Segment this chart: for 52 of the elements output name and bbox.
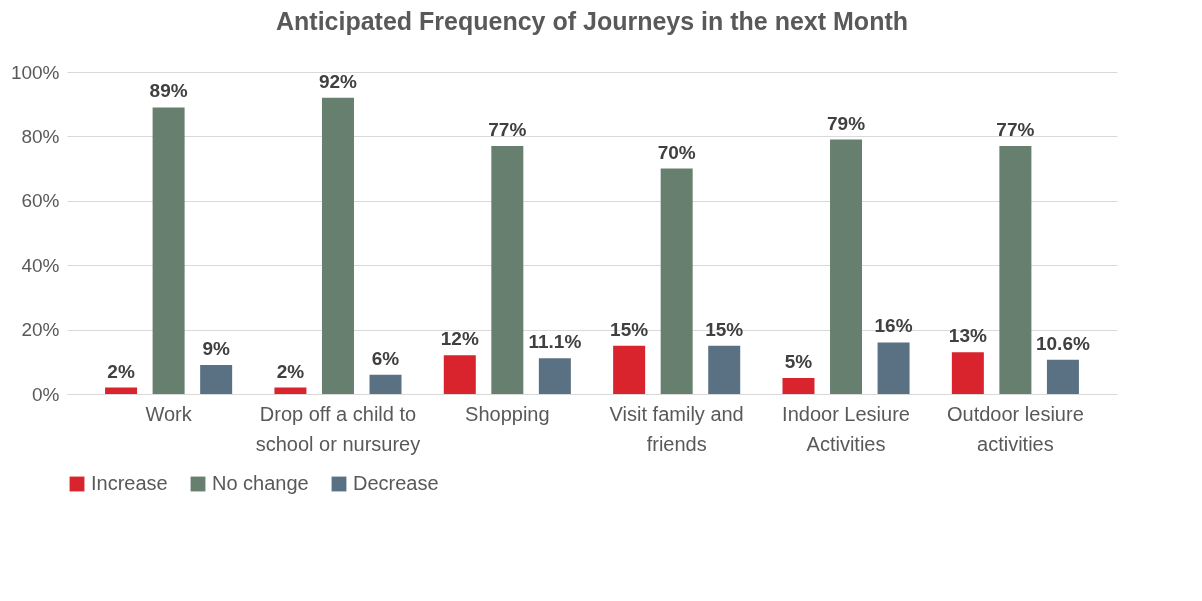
data-label: 11.1% <box>528 331 582 353</box>
bar <box>1046 359 1079 394</box>
bar <box>613 345 646 394</box>
bar <box>443 355 476 394</box>
data-label: 89% <box>149 80 188 102</box>
data-label: 12% <box>440 328 479 350</box>
bar <box>999 146 1032 394</box>
bar <box>200 365 233 394</box>
data-label: 92% <box>318 70 358 92</box>
chart-title: Anticipated Frequency of Journeys in the next Month <box>275 7 909 35</box>
bar <box>105 387 138 394</box>
y-tick-label: 20% <box>21 319 60 341</box>
data-label: 5% <box>784 350 813 372</box>
data-label: 2% <box>107 360 135 382</box>
legend-label: Decrease <box>353 472 439 494</box>
y-tick-label: 80% <box>21 125 60 147</box>
x-tick-label: Drop off a child to school or nursurey <box>255 402 421 455</box>
bar <box>877 342 910 394</box>
bar <box>274 387 307 394</box>
bar <box>830 139 863 394</box>
bar <box>708 345 741 394</box>
data-label: 16% <box>874 315 913 337</box>
bar <box>538 358 571 394</box>
x-tick-label: Outdoor lesiure activities <box>947 402 1084 455</box>
y-tick-label: 0% <box>32 383 60 405</box>
data-label: 13% <box>948 325 987 347</box>
data-label: 77% <box>488 119 527 141</box>
bar <box>951 352 984 394</box>
data-label: 10.6% <box>1035 332 1090 354</box>
data-label: 15% <box>705 318 744 340</box>
x-tick-label: Visit family and friends <box>609 402 744 455</box>
legend-label: Increase <box>91 472 168 494</box>
bar <box>369 374 402 394</box>
data-label: 79% <box>827 112 866 134</box>
data-label: 2% <box>276 360 305 382</box>
x-tick-label: Indoor Lesiure Activities <box>782 402 910 455</box>
bar <box>152 107 185 394</box>
y-tick-label: 100% <box>10 61 60 83</box>
data-label: 9% <box>202 338 230 360</box>
x-tick-label: Shopping <box>465 402 550 425</box>
legend-label: No change <box>212 472 309 494</box>
data-label: 70% <box>657 141 696 163</box>
x-tick-label: Work <box>145 402 193 425</box>
data-label: 6% <box>371 347 400 369</box>
data-label: 15% <box>610 318 649 340</box>
bar <box>491 146 524 394</box>
data-label: 77% <box>996 119 1035 141</box>
y-tick-label: 60% <box>21 190 60 212</box>
bar <box>660 168 693 394</box>
bar <box>321 97 354 394</box>
y-tick-label: 40% <box>21 254 60 276</box>
bar <box>782 377 815 394</box>
